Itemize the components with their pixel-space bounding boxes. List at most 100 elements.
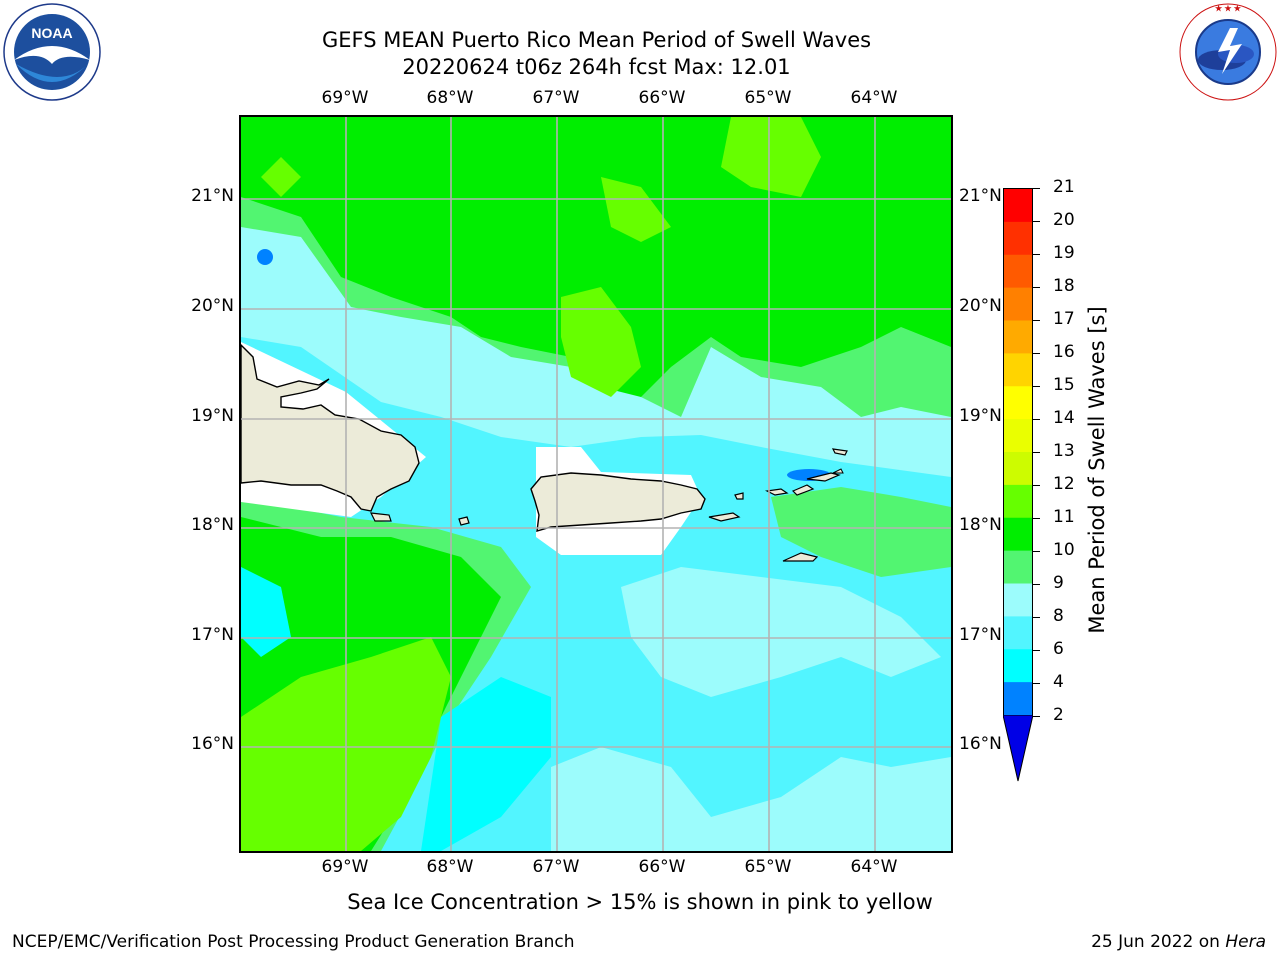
colorbar-tick-label: 9 [1053,573,1064,593]
colorbar-tick-label: 6 [1053,639,1064,659]
footer-credit: NCEP/EMC/Verification Post Processing Pr… [12,932,575,952]
plot-title-line1: GEFS MEAN Puerto Rico Mean Period of Swe… [321,28,872,52]
lat-label-right: 20°N [959,296,1002,316]
colorbar-tick-label: 21 [1053,177,1075,197]
colorbar-tick-label: 8 [1053,606,1064,626]
colorbar-tick-label: 14 [1053,408,1075,428]
colorbar-tick-label: 16 [1053,342,1075,362]
svg-text:★ ★ ★: ★ ★ ★ [1215,4,1242,13]
colorbar-tick-mark [1033,716,1040,717]
lat-label-left: 18°N [191,515,234,535]
colorbar-swatch [1004,419,1032,453]
lon-label-bottom: 67°W [532,857,580,877]
lat-label-right: 16°N [959,734,1002,754]
lon-label-top: 67°W [532,88,580,108]
colorbar-tick-mark [1033,221,1040,222]
field-blue-spot-northwest [257,249,273,265]
lon-label-top: 69°W [321,88,369,108]
field-lime-north-1 [561,287,641,397]
colorbar-tick-label: 17 [1053,309,1075,329]
lon-label-bottom: 66°W [638,857,686,877]
colorbar-swatch [1004,550,1032,584]
colorbar-swatch [1004,517,1032,552]
colorbar-swatch [1004,682,1032,716]
footer-date: 25 Jun 2022 on Hera [1091,932,1266,952]
land-st-john [791,484,815,496]
land-culebra [734,492,744,500]
field-lime-north-3 [601,177,671,242]
land-vieques [708,512,741,522]
colorbar-swatch [1004,484,1032,519]
colorbar-tick-label: 19 [1053,243,1075,263]
colorbar-tick-mark [1033,485,1040,486]
plot-title-line2: 20220624 t06z 264h fcst Max: 12.01 [402,55,791,79]
footer-host: Hera [1225,932,1266,952]
colorbar-tick-mark [1033,683,1040,684]
colorbar-tick-label: 10 [1053,540,1075,560]
noaa-wordmark: NOAA [31,25,72,41]
land-st-thomas [765,488,789,496]
lon-label-top: 64°W [850,88,898,108]
colorbar-tick-mark [1033,320,1040,321]
colorbar-tick-label: 15 [1053,375,1075,395]
land-puerto-rico [530,472,706,532]
land-hispaniola [241,344,420,512]
colorbar-swatch [1004,221,1032,256]
colorbar-tick-mark [1033,353,1040,354]
land-st-croix [782,552,819,562]
lat-label-left: 20°N [191,296,234,316]
colorbar-tick-mark [1033,584,1040,585]
swell-period-map [241,117,951,851]
colorbar-swatch [1004,386,1032,420]
colorbar-extend-triangle [1003,715,1033,782]
colorbar-tick-mark [1033,551,1040,552]
lon-label-top: 68°W [426,88,474,108]
colorbar-tick-label: 18 [1053,276,1075,296]
field-cyan-south [421,677,551,851]
colorbar-tick-mark [1033,650,1040,651]
colorbar-tick-mark [1033,518,1040,519]
colorbar-swatch [1004,452,1032,486]
lon-label-bottom: 64°W [850,857,898,877]
land-tortola [806,472,841,482]
lon-label-bottom: 65°W [744,857,792,877]
nws-logo: ★ ★ ★ [1178,2,1278,102]
lat-label-right: 19°N [959,406,1002,426]
field-lime-north-4 [261,157,301,197]
colorbar-tick-label: 13 [1053,441,1075,461]
lon-label-bottom: 68°W [426,857,474,877]
lat-label-right: 17°N [959,625,1002,645]
colorbar-swatch [1004,320,1032,354]
footer-date-text: 25 Jun 2022 on [1091,932,1226,952]
colorbar-tick-mark [1033,386,1040,387]
lon-label-top: 65°W [744,88,792,108]
colorbar-swatch [1004,616,1032,650]
colorbar-tick-label: 20 [1053,210,1075,230]
colorbar-tick-mark [1033,452,1040,453]
colorbar-swatch [1004,353,1032,387]
colorbar-tick-label: 2 [1053,705,1064,725]
field-mint-east [771,487,951,577]
colorbar-tick-label: 4 [1053,672,1064,692]
colorbar [1003,188,1033,716]
field-lightcyan-mid [621,567,941,697]
colorbar-tick-label: 12 [1053,474,1075,494]
colorbar-tick-mark [1033,287,1040,288]
colorbar-tick-mark [1033,617,1040,618]
sea-ice-caption: Sea Ice Concentration > 15% is shown in … [347,890,933,914]
land-mona [458,516,470,526]
lat-label-left: 21°N [191,186,234,206]
colorbar-tick-mark [1033,188,1040,189]
lat-label-right: 18°N [959,515,1002,535]
lon-label-top: 66°W [638,88,686,108]
colorbar-swatch [1004,287,1032,321]
lat-label-left: 16°N [191,734,234,754]
land-anegada [831,448,848,456]
field-lightcyan-lower [551,747,951,851]
map-panel [239,115,953,853]
lat-label-right: 21°N [959,186,1002,206]
colorbar-tick-mark [1033,419,1040,420]
land-islet [369,512,392,522]
lon-label-bottom: 69°W [321,857,369,877]
colorbar-tick-label: 11 [1053,507,1075,527]
